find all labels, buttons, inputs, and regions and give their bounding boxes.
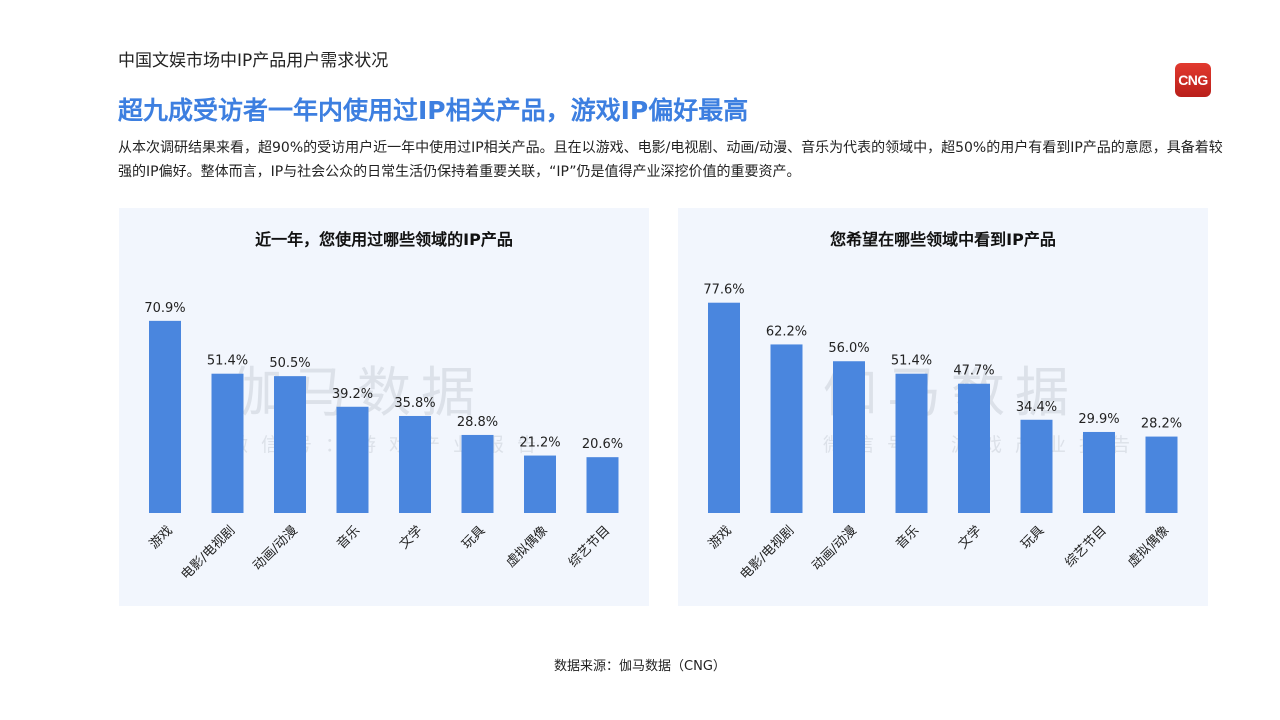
- bar-7: [586, 457, 619, 513]
- bar-1: [770, 344, 803, 513]
- category-label-6: 虚拟偶像: [503, 523, 550, 570]
- category-label-7: 综艺节目: [566, 523, 613, 570]
- bar-chart-used: 70.9% 游戏 51.4% 电影/电视剧 50.5% 动画/动漫 39.2% 音乐 35.8%…: [144, 301, 623, 583]
- category-label-4: 文学: [396, 523, 426, 553]
- section-label: 中国文娱市场中IP产品用户需求状况: [118, 51, 389, 71]
- data-source: 数据来源：伽马数据（CNG）: [554, 659, 726, 674]
- chart-title: 您希望在哪些领域中看到IP产品: [830, 230, 1056, 249]
- value-label-3: 51.4%: [891, 354, 932, 369]
- value-label-4: 47.7%: [953, 364, 994, 379]
- category-label-2: 动画/动漫: [809, 523, 859, 573]
- value-label-4: 35.8%: [394, 396, 435, 411]
- value-label-5: 34.4%: [1016, 400, 1057, 415]
- bar-chart-wanted: 77.6% 游戏 62.2% 电影/电视剧 56.0% 动画/动漫 51.4% 音乐 47.7%…: [703, 283, 1182, 583]
- value-label-0: 70.9%: [144, 301, 185, 316]
- chart-panel-used: 伽马数据 微信号：游戏产业报告 近一年，您使用过哪些领域的IP产品 70.9% 游…: [119, 208, 649, 606]
- category-label-1: 电影/电视剧: [179, 523, 239, 583]
- value-label-2: 50.5%: [269, 356, 310, 371]
- category-label-4: 文学: [955, 523, 985, 553]
- category-label-0: 游戏: [706, 523, 735, 552]
- bar-0: [708, 302, 740, 513]
- category-label-5: 玩具: [459, 523, 488, 552]
- bar-2: [274, 376, 306, 513]
- category-label-1: 电影/电视剧: [738, 523, 798, 583]
- chart-title: 近一年，您使用过哪些领域的IP产品: [255, 230, 513, 249]
- headline: 超九成受访者一年内使用过IP相关产品，游戏IP偏好最高: [118, 96, 749, 125]
- category-label-3: 音乐: [334, 523, 364, 553]
- bar-1: [211, 373, 244, 513]
- value-label-6: 29.9%: [1078, 412, 1119, 427]
- value-label-5: 28.8%: [457, 415, 498, 430]
- bar-0: [149, 320, 181, 513]
- category-label-7: 虚拟偶像: [1125, 523, 1172, 570]
- value-label-1: 62.2%: [766, 324, 807, 339]
- value-label-0: 77.6%: [703, 283, 744, 298]
- bar-3: [336, 406, 369, 513]
- category-label-0: 游戏: [147, 523, 176, 552]
- cng-logo: CNG: [1175, 63, 1211, 97]
- bar-5: [1020, 419, 1053, 513]
- bar-5: [461, 434, 494, 513]
- bar-6: [524, 455, 556, 513]
- value-label-7: 28.2%: [1141, 417, 1182, 432]
- value-label-3: 39.2%: [332, 387, 373, 402]
- category-label-5: 玩具: [1018, 523, 1047, 552]
- bar-4: [399, 415, 431, 513]
- bar-7: [1145, 436, 1178, 513]
- description: 从本次调研结果来看，超90%的受访用户近一年中使用过IP相关产品。且在以游戏、电…: [118, 140, 1223, 180]
- value-label-7: 20.6%: [582, 437, 623, 452]
- bar-3: [895, 373, 928, 513]
- category-label-3: 音乐: [893, 523, 923, 553]
- bar-6: [1083, 431, 1115, 513]
- category-label-6: 综艺节目: [1062, 523, 1109, 570]
- bar-2: [833, 361, 865, 513]
- bar-4: [958, 383, 990, 513]
- value-label-1: 51.4%: [207, 354, 248, 369]
- value-label-2: 56.0%: [828, 341, 869, 356]
- chart-panel-wanted: 伽马数据 微信号：游戏产业报告 您希望在哪些领域中看到IP产品 77.6%游戏6…: [678, 208, 1208, 606]
- value-label-6: 21.2%: [519, 436, 560, 451]
- category-label-2: 动画/动漫: [250, 523, 300, 573]
